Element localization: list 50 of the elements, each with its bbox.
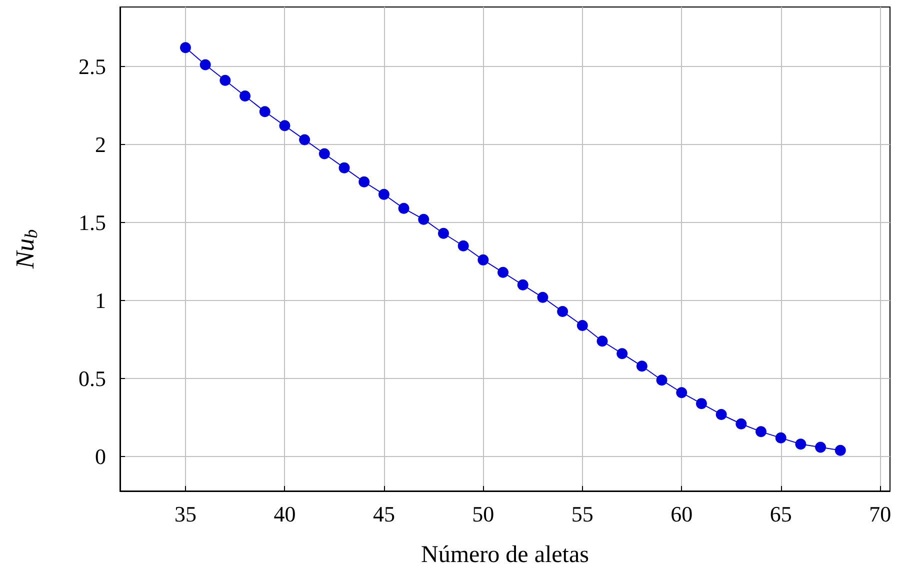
point [696, 398, 707, 410]
y-tick-label: 1.5 [78, 210, 106, 235]
point [517, 279, 528, 290]
point [656, 374, 668, 386]
point [299, 134, 310, 146]
point [418, 214, 430, 225]
point [358, 176, 370, 188]
x-tick-label: 40 [274, 502, 296, 526]
point [736, 418, 747, 430]
y-tick-label: 0.5 [78, 366, 106, 392]
point [537, 292, 548, 303]
point [756, 426, 767, 438]
y-tick-label: 2.5 [78, 54, 106, 79]
point [636, 360, 648, 372]
point [279, 120, 290, 132]
point [478, 254, 489, 266]
point [834, 444, 846, 456]
x-tick-label: 70 [869, 502, 892, 526]
point [775, 432, 786, 444]
point [716, 409, 727, 420]
point [795, 438, 806, 450]
y-tick-label: 2 [95, 132, 106, 157]
point [378, 188, 390, 200]
x-tick-label: 65 [770, 502, 792, 526]
point [557, 306, 568, 317]
point [458, 240, 469, 252]
point [438, 228, 449, 239]
point [576, 320, 588, 331]
point [200, 59, 211, 70]
point [180, 42, 191, 54]
point [676, 387, 688, 398]
point [338, 162, 350, 174]
point [616, 348, 628, 360]
y-axis-title: Nub [10, 229, 41, 270]
x-tick-label: 45 [372, 502, 395, 526]
point [318, 148, 330, 160]
y-tick-label: 1 [95, 288, 106, 314]
x-tick-label: 55 [571, 502, 594, 526]
x-tick-label: 50 [472, 502, 494, 526]
point [498, 266, 509, 278]
point [220, 74, 231, 86]
point [815, 442, 826, 453]
point [259, 106, 270, 118]
x-tick-label: 60 [670, 502, 693, 526]
x-axis-title: Número de aletas [421, 542, 589, 568]
point [596, 336, 608, 347]
y-tick-label: 0 [95, 444, 106, 470]
x-tick-label: 35 [174, 502, 196, 526]
point [240, 90, 251, 102]
point [398, 202, 410, 214]
